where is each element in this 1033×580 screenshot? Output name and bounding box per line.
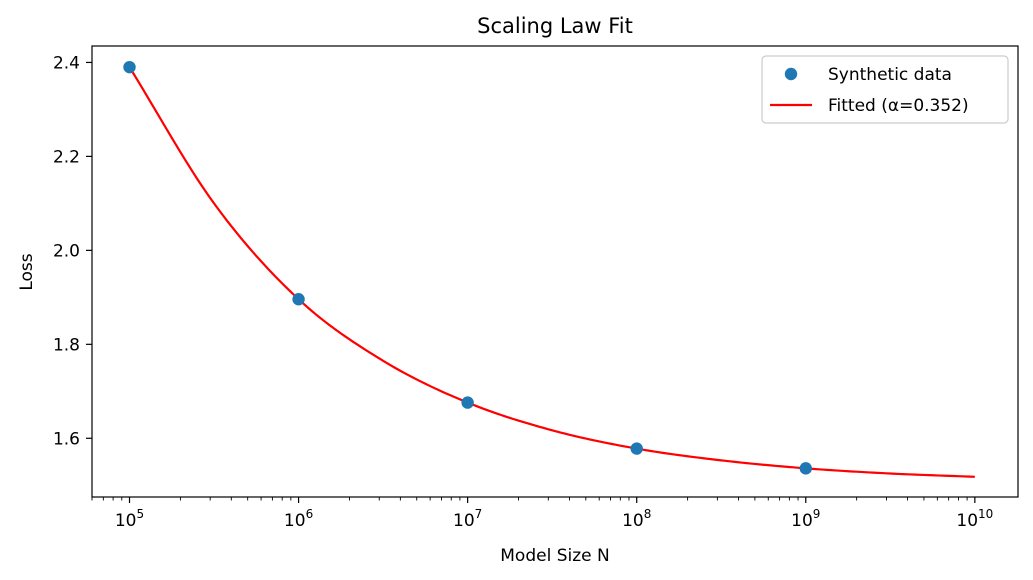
legend-marker-scatter	[784, 67, 798, 81]
x-tick-label: 109	[791, 507, 820, 531]
x-tick-label: 108	[622, 507, 651, 531]
y-axis-ticks: 1.6 1.8 2.0 2.2 2.4	[53, 53, 92, 449]
x-axis-ticks: 105 106 107 108 109 1010	[91, 497, 993, 531]
y-tick-label: 2.0	[53, 241, 80, 261]
x-tick-label: 106	[284, 507, 313, 531]
data-point	[630, 442, 643, 455]
chart-title: Scaling Law Fit	[477, 14, 633, 38]
data-point	[799, 462, 812, 475]
fitted-curve	[128, 66, 975, 478]
x-tick-label: 1010	[956, 507, 993, 531]
x-tick-label: 105	[115, 507, 144, 531]
legend-box	[761, 55, 1009, 124]
legend: Synthetic data Fitted (α=0.352)	[761, 55, 1009, 124]
y-tick-label: 1.6	[53, 429, 80, 449]
y-tick-label: 1.8	[53, 335, 80, 355]
data-point	[461, 396, 474, 409]
y-axis-label: Loss	[17, 253, 37, 290]
x-axis-label: Model Size N	[500, 546, 609, 566]
x-tick-label: 107	[453, 507, 482, 531]
y-tick-label: 2.2	[53, 147, 80, 167]
data-point	[123, 60, 136, 74]
legend-label: Synthetic data	[828, 65, 952, 85]
plot-frame	[91, 45, 1019, 498]
legend-label: Fitted (α=0.352)	[828, 96, 969, 116]
data-point	[292, 293, 305, 306]
plot-area	[91, 45, 1019, 498]
y-tick-label: 2.4	[53, 53, 80, 73]
